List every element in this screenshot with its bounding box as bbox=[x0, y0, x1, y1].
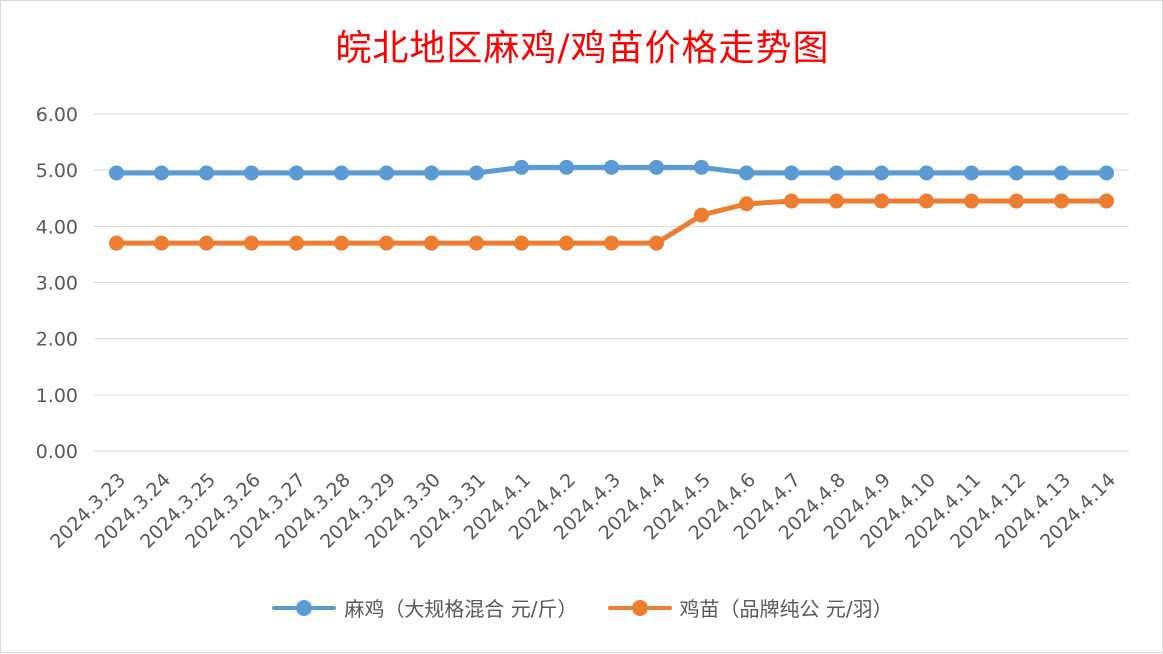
data-point-series-1 bbox=[514, 159, 529, 175]
data-point-series-1 bbox=[694, 159, 709, 175]
y-tick-label: 1.00 bbox=[36, 385, 78, 407]
data-point-series-1 bbox=[784, 165, 799, 181]
data-point-series-1 bbox=[379, 165, 394, 181]
y-tick-label: 2.00 bbox=[36, 329, 78, 351]
y-tick-label: 6.00 bbox=[36, 104, 78, 126]
data-point-series-2 bbox=[964, 193, 979, 209]
data-point-series-1 bbox=[1099, 165, 1114, 181]
data-point-series-1 bbox=[874, 165, 889, 181]
data-point-series-1 bbox=[469, 165, 484, 181]
data-point-series-2 bbox=[514, 235, 529, 251]
data-point-series-1 bbox=[289, 165, 304, 181]
data-point-series-2 bbox=[649, 235, 664, 251]
data-point-series-1 bbox=[244, 165, 259, 181]
data-point-series-2 bbox=[109, 235, 124, 251]
data-point-series-1 bbox=[1054, 165, 1069, 181]
legend-label-series-2: 鸡苗（品牌纯公 元/羽） bbox=[679, 597, 893, 621]
data-point-series-2 bbox=[154, 235, 169, 251]
data-point-series-2 bbox=[379, 235, 394, 251]
data-point-series-1 bbox=[109, 165, 124, 181]
data-point-series-2 bbox=[559, 235, 574, 251]
legend-swatch-series-1 bbox=[272, 597, 337, 619]
data-point-series-1 bbox=[829, 165, 844, 181]
legend-item-series-1: 麻鸡（大规格混合 元/斤） bbox=[272, 593, 578, 622]
data-point-series-2 bbox=[469, 235, 484, 251]
data-point-series-1 bbox=[1009, 165, 1024, 181]
data-point-series-2 bbox=[244, 235, 259, 251]
data-point-series-2 bbox=[874, 193, 889, 209]
data-point-series-1 bbox=[919, 165, 934, 181]
data-point-series-2 bbox=[919, 193, 934, 209]
chart-title: 皖北地区麻鸡/鸡苗价格走势图 bbox=[335, 28, 830, 69]
data-point-series-1 bbox=[964, 165, 979, 181]
data-point-series-2 bbox=[1099, 193, 1114, 209]
data-point-series-2 bbox=[1009, 193, 1024, 209]
y-tick-label: 3.00 bbox=[36, 273, 78, 295]
data-point-series-1 bbox=[649, 159, 664, 175]
y-tick-label: 5.00 bbox=[36, 160, 78, 182]
data-point-series-2 bbox=[739, 196, 754, 212]
data-point-series-2 bbox=[694, 207, 709, 223]
data-point-series-1 bbox=[424, 165, 439, 181]
data-point-series-2 bbox=[334, 235, 349, 251]
data-point-series-1 bbox=[604, 159, 619, 175]
data-point-series-2 bbox=[784, 193, 799, 209]
legend-item-series-2: 鸡苗（品牌纯公 元/羽） bbox=[607, 593, 893, 622]
data-point-series-2 bbox=[829, 193, 844, 209]
data-point-series-2 bbox=[289, 235, 304, 251]
data-point-series-2 bbox=[199, 235, 214, 251]
data-point-series-1 bbox=[739, 165, 754, 181]
chart-legend: 麻鸡（大规格混合 元/斤） 鸡苗（品牌纯公 元/羽） bbox=[1, 593, 1163, 622]
data-point-series-1 bbox=[154, 165, 169, 181]
legend-swatch-series-2 bbox=[607, 597, 672, 619]
y-tick-label: 4.00 bbox=[36, 216, 78, 238]
data-point-series-1 bbox=[199, 165, 214, 181]
y-tick-label: 0.00 bbox=[36, 441, 78, 463]
data-point-series-1 bbox=[559, 159, 574, 175]
data-point-series-2 bbox=[1054, 193, 1069, 209]
data-point-series-2 bbox=[424, 235, 439, 251]
data-point-series-2 bbox=[604, 235, 619, 251]
data-point-series-1 bbox=[334, 165, 349, 181]
legend-label-series-1: 麻鸡（大规格混合 元/斤） bbox=[344, 597, 578, 621]
